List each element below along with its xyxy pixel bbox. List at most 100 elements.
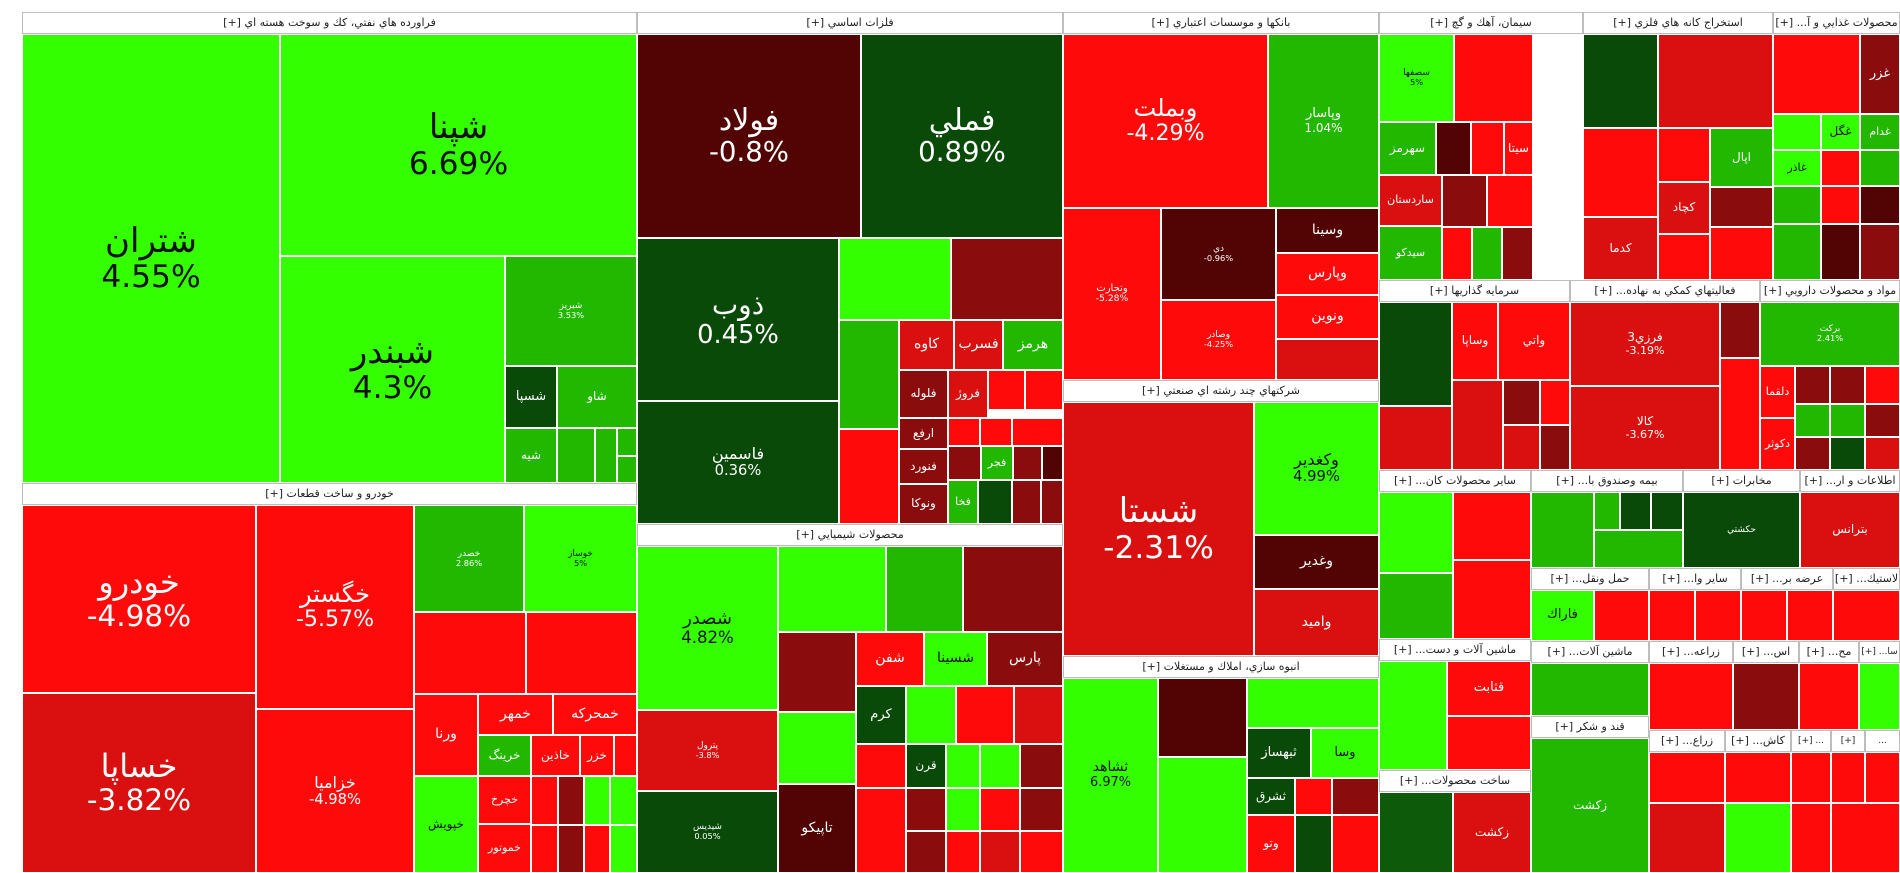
stock-tile[interactable]: تاپيكو [778, 784, 856, 873]
stock-tile-small[interactable] [1020, 744, 1063, 788]
sector-header[interactable]: ماشين آلات... [+] [1531, 641, 1649, 663]
stock-tile[interactable]: كرم [856, 686, 906, 744]
sector-header[interactable]: مخابرات [+] [1683, 470, 1800, 492]
sector-header[interactable]: زراع... [+] [1649, 730, 1725, 752]
stock-tile[interactable]: غگل [1821, 114, 1860, 150]
stock-tile-small[interactable] [1741, 590, 1787, 641]
stock-tile-small[interactable] [1860, 150, 1900, 186]
stock-tile-small[interactable] [1379, 302, 1452, 406]
stock-tile-small[interactable] [1025, 370, 1063, 410]
stock-tile[interactable]: حكشتي [1683, 492, 1800, 568]
stock-tile-small[interactable] [1014, 686, 1063, 744]
stock-tile[interactable]: فنورد [899, 449, 948, 484]
stock-tile-small[interactable] [1041, 480, 1063, 524]
stock-tile-small[interactable] [531, 776, 558, 825]
stock-tile-small[interactable] [1012, 418, 1063, 446]
stock-tile-small[interactable] [414, 612, 526, 694]
stock-tile[interactable]: شسپا [505, 366, 557, 428]
stock-tile[interactable]: شبندر 4.3% [280, 256, 505, 483]
stock-tile-small[interactable] [1447, 716, 1531, 770]
sector-header[interactable]: اس... [+] [1733, 641, 1799, 663]
stock-tile[interactable]: هرمز [1003, 320, 1063, 370]
stock-tile[interactable]: واتي [1498, 302, 1570, 380]
stock-tile-small[interactable] [1860, 224, 1900, 280]
stock-tile-small[interactable] [839, 320, 899, 429]
stock-tile-small[interactable] [1773, 186, 1821, 224]
stock-tile-small[interactable] [1276, 339, 1379, 380]
stock-tile[interactable]: كدما [1583, 217, 1658, 280]
stock-tile-small[interactable] [956, 686, 1014, 744]
stock-tile[interactable]: شفن [856, 632, 924, 686]
stock-tile[interactable]: سيتا [1504, 122, 1533, 175]
stock-tile-small[interactable] [1773, 114, 1821, 150]
stock-tile-small[interactable] [1795, 404, 1830, 437]
stock-tile[interactable]: فلوله [899, 370, 948, 418]
stock-tile[interactable]: كچاد [1658, 182, 1710, 234]
stock-tile[interactable]: سهرمز [1379, 122, 1436, 175]
stock-tile[interactable]: وغدير [1254, 535, 1379, 589]
stock-tile-small[interactable] [1332, 778, 1379, 815]
stock-tile[interactable]: فولاد -0.8% [637, 34, 861, 238]
stock-tile-small[interactable] [1795, 437, 1830, 470]
stock-tile[interactable]: وتو [1247, 815, 1295, 873]
stock-tile-small[interactable] [1379, 492, 1453, 573]
stock-tile[interactable]: خمهر [478, 694, 553, 735]
stock-tile-small[interactable] [1531, 663, 1649, 716]
stock-tile[interactable]: ساردستان [1379, 175, 1442, 226]
stock-tile-small[interactable] [1773, 34, 1860, 114]
stock-tile-small[interactable] [1649, 663, 1733, 730]
sector-header[interactable]: بانكها و موسسات اعتباري [+] [1063, 12, 1379, 34]
stock-tile-small[interactable] [1649, 752, 1725, 803]
stock-tile-small[interactable] [1502, 227, 1533, 280]
stock-tile[interactable]: ذوب 0.45% [637, 238, 839, 401]
stock-tile[interactable]: خموتور [478, 824, 531, 873]
sector-header[interactable]: خودرو و ساخت قطعات [+] [22, 483, 637, 505]
stock-tile-small[interactable] [1821, 186, 1860, 224]
stock-tile-small[interactable] [778, 712, 856, 784]
stock-tile-small[interactable] [1594, 492, 1620, 530]
sector-header[interactable]: فلزات اساسي [+] [637, 12, 1063, 34]
stock-tile[interactable]: ثبهساز [1247, 728, 1311, 778]
stock-tile[interactable]: قرن [906, 744, 946, 788]
stock-tile-small[interactable] [1379, 792, 1453, 873]
stock-tile[interactable]: خگستر -5.57% [256, 505, 414, 709]
stock-tile[interactable]: شتران 4.55% [22, 34, 280, 483]
stock-tile-small[interactable] [1594, 590, 1649, 641]
stock-tile-small[interactable] [1773, 224, 1821, 280]
stock-tile-small[interactable] [906, 831, 946, 873]
stock-tile[interactable]: سيدكو [1379, 226, 1442, 280]
sector-header[interactable]: لاستيك... [+] [1833, 568, 1900, 590]
stock-tile-small[interactable] [1695, 590, 1741, 641]
stock-tile-small[interactable] [906, 686, 956, 744]
stock-tile[interactable]: وسا [1311, 728, 1379, 778]
stock-tile[interactable]: خصدر 2.86% [414, 505, 524, 612]
stock-tile-small[interactable] [839, 238, 951, 320]
stock-tile-small[interactable] [1020, 831, 1063, 873]
stock-tile[interactable]: ثشرق [1247, 778, 1295, 815]
sector-header[interactable]: بيمه وصندوق با... [+] [1531, 470, 1683, 492]
stock-tile-small[interactable] [558, 776, 584, 825]
stock-tile-small[interactable] [1791, 752, 1831, 803]
stock-tile-small[interactable] [980, 831, 1020, 873]
stock-tile-small[interactable] [1471, 122, 1504, 175]
stock-tile-small[interactable] [1295, 815, 1332, 873]
stock-tile[interactable]: شسينا [924, 632, 987, 686]
stock-tile[interactable]: شيديس 0.05% [637, 791, 778, 873]
stock-tile-small[interactable] [1540, 425, 1570, 470]
stock-tile-small[interactable] [558, 825, 584, 873]
stock-tile-small[interactable] [988, 370, 1025, 410]
stock-tile[interactable]: وكغدير 4.99% [1254, 402, 1379, 535]
stock-tile-small[interactable] [1379, 406, 1452, 470]
sector-header[interactable]: انبوه سازي، املاك و مستغلات [+] [1063, 656, 1379, 678]
stock-tile-small[interactable] [1831, 803, 1900, 873]
sector-header[interactable]: اطلاعات و ار... [+] [1800, 470, 1900, 492]
stock-tile-small[interactable] [1795, 366, 1830, 404]
stock-tile-small[interactable] [1710, 187, 1773, 227]
sector-header[interactable]: فراورده هاي نفتي، كك و سوخت هسته اي [+] [22, 12, 637, 34]
stock-tile[interactable]: فروژ [948, 370, 988, 418]
stock-tile-small[interactable] [1583, 128, 1658, 217]
stock-tile-small[interactable] [1583, 34, 1658, 128]
stock-tile-small[interactable] [1799, 663, 1859, 730]
stock-tile[interactable]: فاراك [1531, 590, 1594, 641]
stock-tile-small[interactable] [1720, 302, 1760, 358]
